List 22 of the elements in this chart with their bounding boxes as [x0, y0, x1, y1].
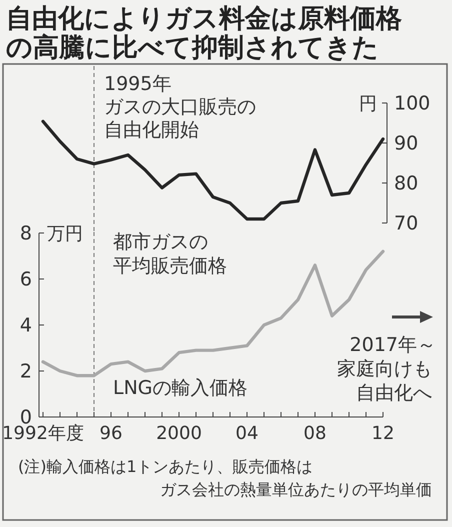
x-tick-label: 2000	[156, 423, 202, 444]
series-label: LNGの輸入価格	[113, 377, 248, 399]
chart-title: 自由化によりガス料金は原料価格の高騰に比べて抑制されてきた	[6, 4, 402, 63]
x-tick-label: 08	[304, 423, 326, 444]
y-axis-title: 円	[359, 93, 377, 114]
x-tick-label: 96	[100, 423, 122, 444]
y-tick-label: 8	[20, 222, 32, 245]
annotation: 2017年～家庭向けも自由化へ	[337, 334, 436, 404]
y-tick-label: 70	[394, 212, 418, 235]
ref-line-label: 1995年ガスの大口販売の自由化開始	[104, 73, 256, 141]
x-tick-label: 12	[372, 423, 394, 444]
y-axis-title: 万円	[47, 223, 83, 244]
series-label: 都市ガスの平均販売価格	[113, 231, 227, 277]
x-tick-label: 04	[236, 423, 258, 444]
line-series	[41, 120, 385, 221]
text: (注)輸入価格は1トンあたり、販売価格はガス会社の熱量単位あたりの平均単価	[18, 457, 432, 499]
y-tick-label: 6	[20, 268, 32, 291]
y-tick-label: 80	[394, 172, 418, 195]
y-tick-label: 100	[394, 92, 430, 115]
y-tick-label: 4	[20, 314, 32, 337]
y-tick-label: 90	[394, 132, 418, 155]
y-tick-label: 2	[20, 360, 32, 383]
